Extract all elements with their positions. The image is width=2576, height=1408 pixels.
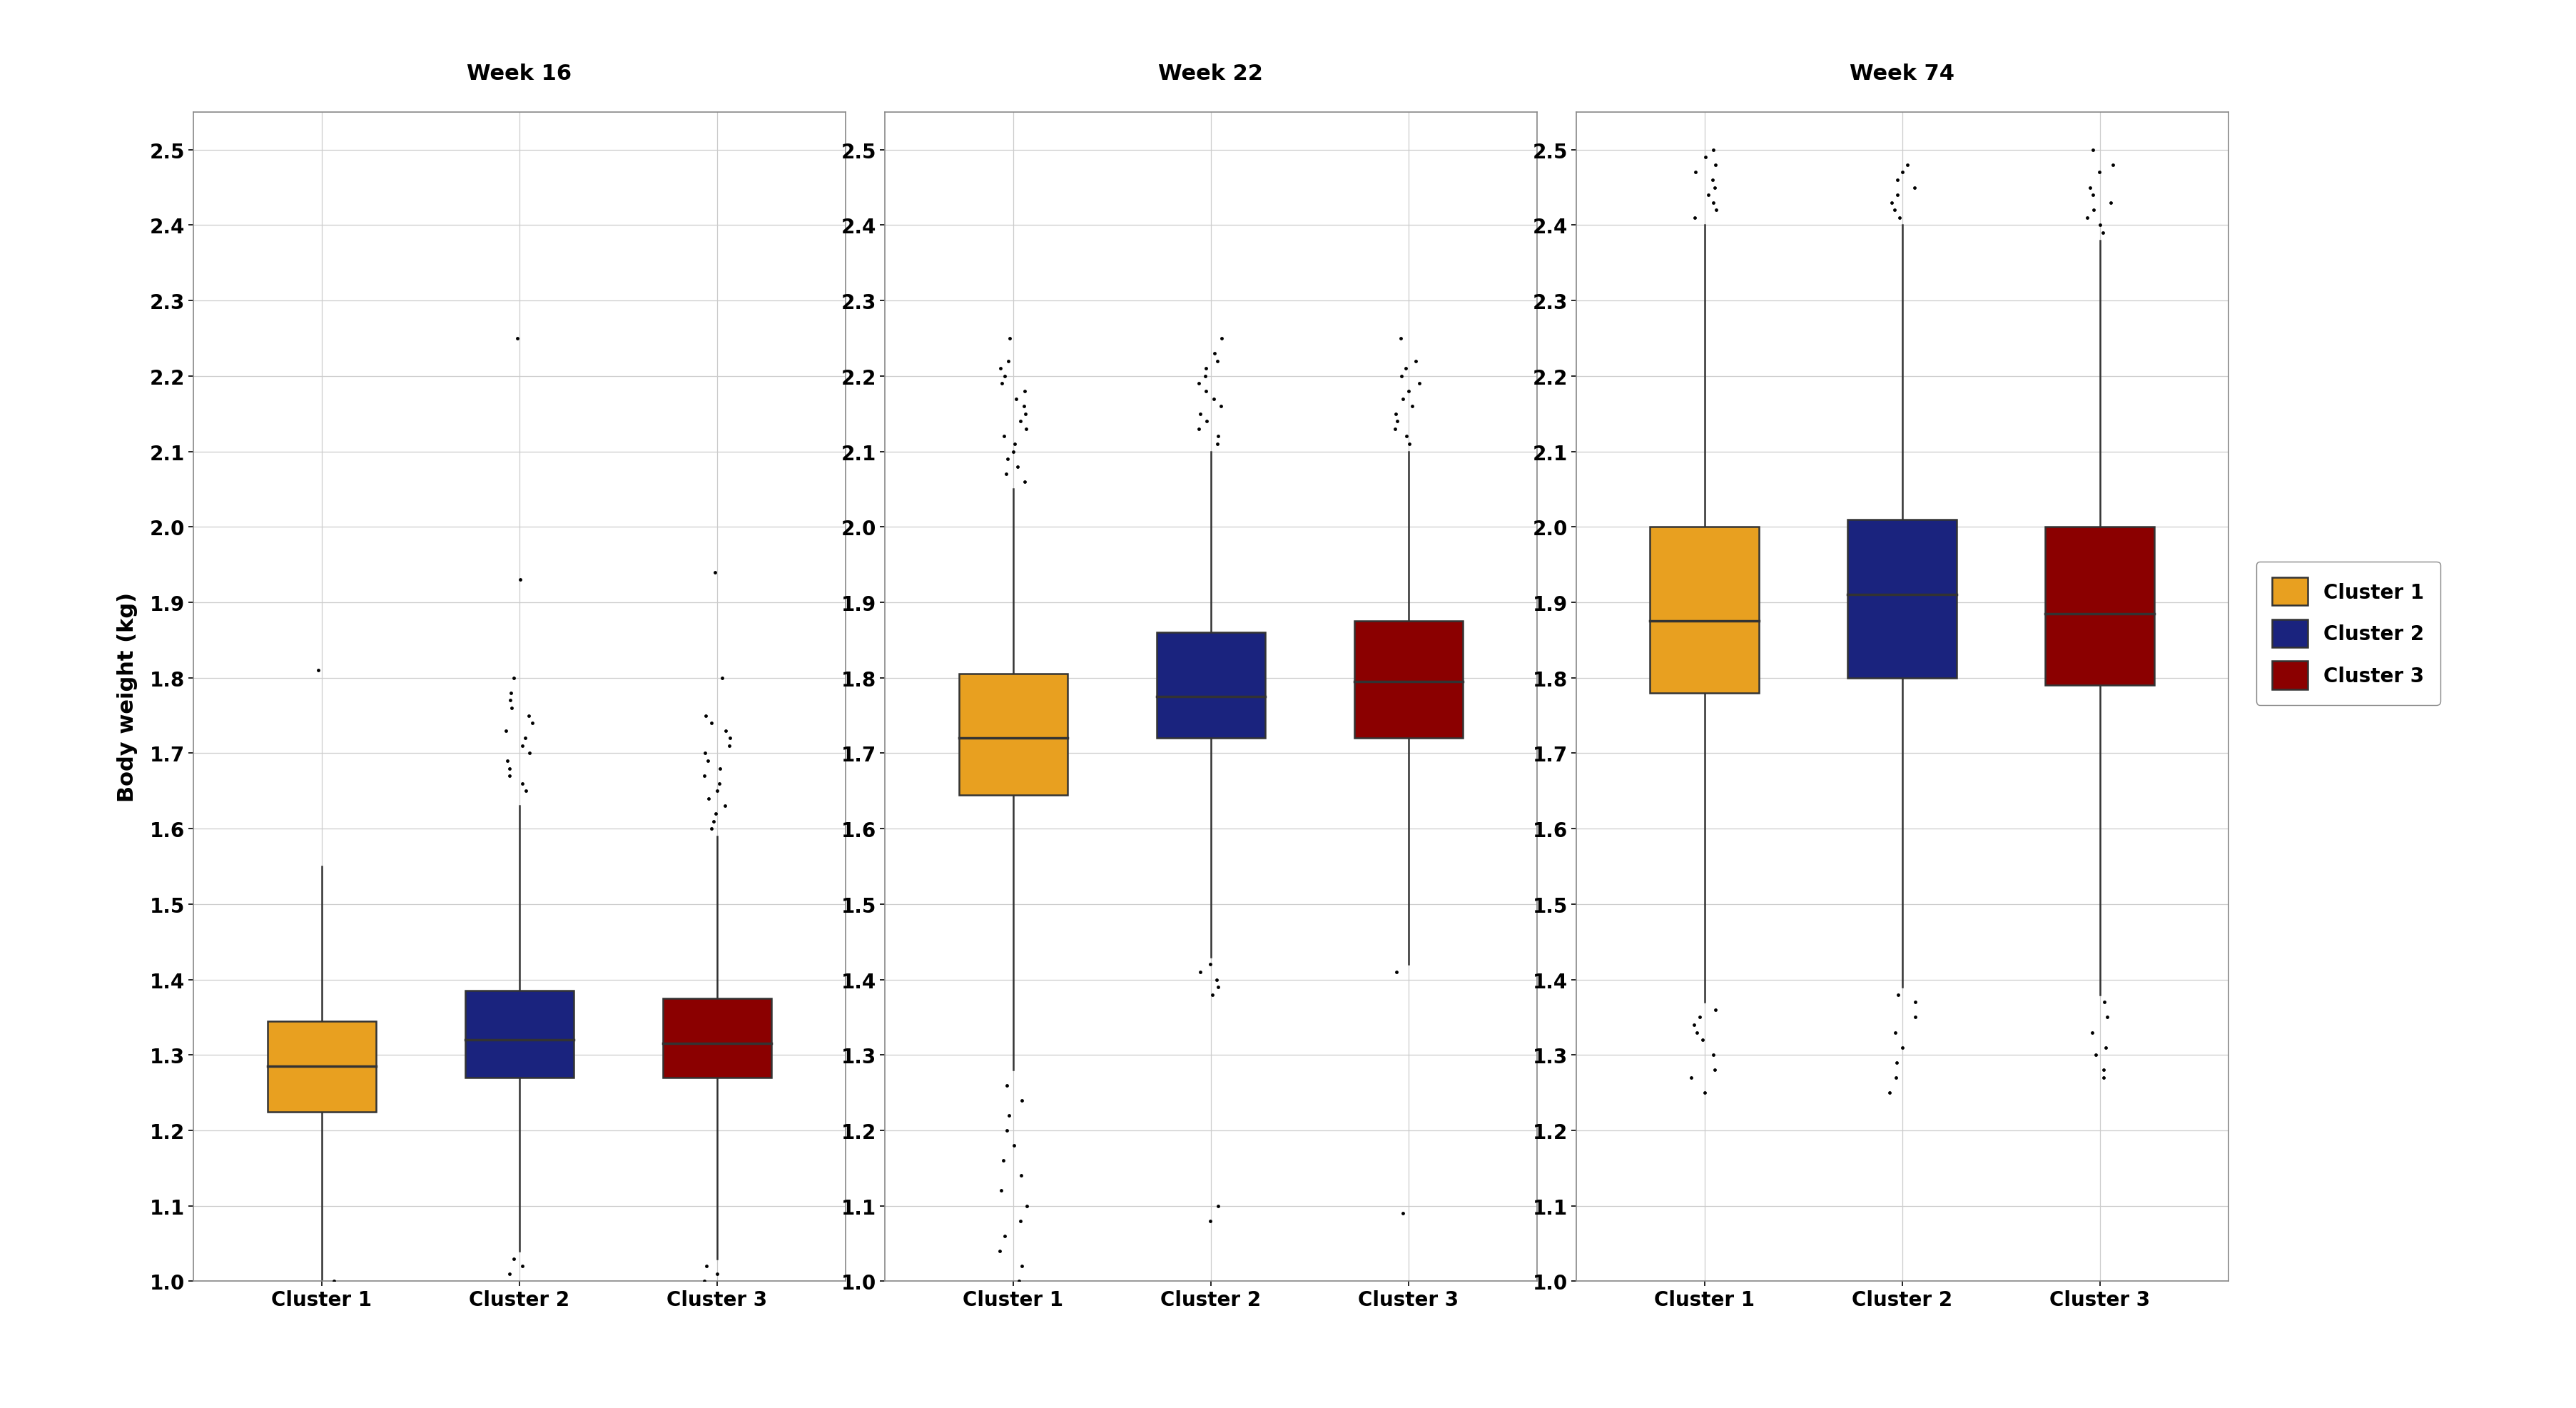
Bar bbox=[662, 998, 770, 1077]
Bar bbox=[2045, 528, 2154, 686]
Bar bbox=[466, 991, 574, 1077]
Bar bbox=[958, 674, 1066, 796]
Bar bbox=[1651, 528, 1759, 693]
Bar bbox=[1157, 632, 1265, 738]
Text: Week 16: Week 16 bbox=[466, 63, 572, 84]
Y-axis label: Body weight (kg): Body weight (kg) bbox=[116, 593, 137, 801]
Text: Week 22: Week 22 bbox=[1159, 63, 1262, 84]
Text: Week 74: Week 74 bbox=[1850, 63, 1955, 84]
Legend: Cluster 1, Cluster 2, Cluster 3: Cluster 1, Cluster 2, Cluster 3 bbox=[2257, 562, 2439, 705]
Bar bbox=[1355, 621, 1463, 738]
Bar bbox=[1847, 520, 1955, 679]
Bar bbox=[268, 1021, 376, 1112]
